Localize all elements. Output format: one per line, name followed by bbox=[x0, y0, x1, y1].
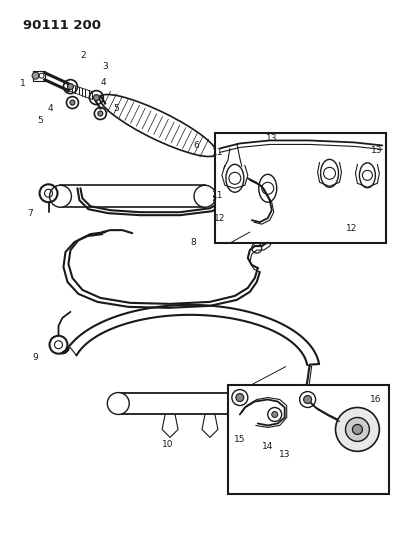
Circle shape bbox=[255, 462, 269, 477]
Circle shape bbox=[236, 393, 244, 401]
Bar bbox=[215, 133, 387, 243]
Text: 4: 4 bbox=[48, 104, 53, 113]
Text: 12: 12 bbox=[214, 214, 226, 223]
Text: 16: 16 bbox=[370, 395, 381, 404]
Text: 5: 5 bbox=[113, 104, 119, 113]
Text: 13: 13 bbox=[279, 450, 290, 459]
Text: 10: 10 bbox=[162, 440, 174, 449]
Ellipse shape bbox=[259, 174, 277, 202]
Text: 13: 13 bbox=[266, 134, 277, 143]
Circle shape bbox=[194, 185, 216, 207]
Bar bbox=[228, 385, 389, 494]
Circle shape bbox=[93, 95, 99, 101]
Text: 12: 12 bbox=[346, 224, 357, 232]
Text: 5: 5 bbox=[38, 116, 43, 125]
Circle shape bbox=[32, 72, 39, 79]
Text: 90111 200: 90111 200 bbox=[22, 19, 100, 32]
Bar bbox=[61, 185, 205, 207]
Ellipse shape bbox=[321, 159, 338, 187]
Circle shape bbox=[70, 100, 75, 105]
Text: 6: 6 bbox=[193, 141, 199, 150]
Text: 13: 13 bbox=[371, 146, 382, 155]
Text: 1: 1 bbox=[20, 79, 26, 88]
Circle shape bbox=[304, 395, 312, 403]
Bar bbox=[118, 392, 295, 415]
Circle shape bbox=[50, 185, 71, 207]
Text: 2: 2 bbox=[81, 51, 86, 60]
Circle shape bbox=[98, 111, 103, 116]
Circle shape bbox=[67, 84, 73, 90]
Text: 3: 3 bbox=[102, 62, 108, 71]
Circle shape bbox=[107, 392, 129, 415]
Text: 14: 14 bbox=[262, 442, 273, 451]
Text: 8: 8 bbox=[190, 238, 196, 247]
Text: 4: 4 bbox=[100, 78, 106, 87]
Circle shape bbox=[272, 411, 278, 417]
Circle shape bbox=[353, 424, 362, 434]
Ellipse shape bbox=[100, 94, 217, 157]
Text: 7: 7 bbox=[28, 209, 33, 217]
Ellipse shape bbox=[226, 164, 244, 192]
Text: 11: 11 bbox=[212, 191, 224, 200]
Circle shape bbox=[284, 392, 306, 415]
Circle shape bbox=[346, 417, 370, 441]
Text: 9: 9 bbox=[33, 353, 39, 362]
Text: 15: 15 bbox=[234, 435, 245, 444]
Circle shape bbox=[336, 408, 379, 451]
Ellipse shape bbox=[359, 163, 375, 188]
Text: 11: 11 bbox=[212, 148, 224, 157]
